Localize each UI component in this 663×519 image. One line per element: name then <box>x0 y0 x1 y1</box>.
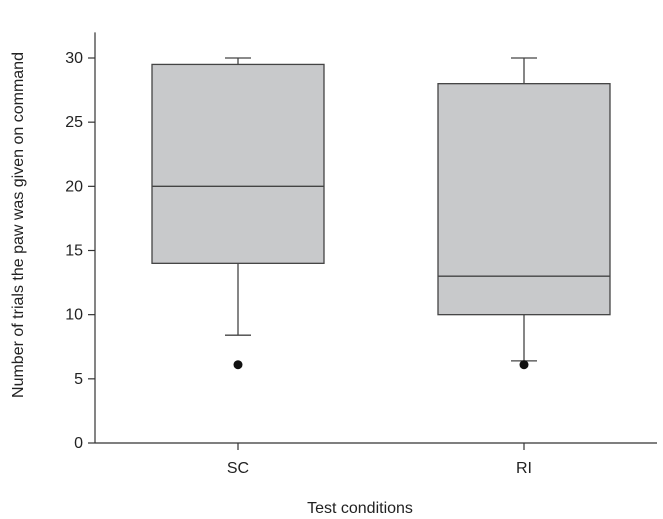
y-tick-label: 20 <box>65 178 83 195</box>
box-ri <box>437 83 611 316</box>
box-sc <box>151 63 325 264</box>
y-tick-label: 15 <box>65 243 83 260</box>
x-tick-label: SC <box>227 460 249 477</box>
x-axis-title: Test conditions <box>307 500 413 517</box>
outlier-point <box>233 360 243 370</box>
y-tick-label: 10 <box>65 307 83 324</box>
y-axis-title: Number of trials the paw was given on co… <box>10 52 27 398</box>
y-tick-label: 25 <box>65 114 83 131</box>
plot-area: 0 5 10 15 20 25 30 SC RI <box>65 32 657 477</box>
y-tick-label: 0 <box>74 435 83 452</box>
y-tick-label: 30 <box>65 50 83 67</box>
outlier-point <box>519 360 529 370</box>
y-tick-label: 5 <box>74 371 83 388</box>
x-tick-label: RI <box>516 460 532 477</box>
